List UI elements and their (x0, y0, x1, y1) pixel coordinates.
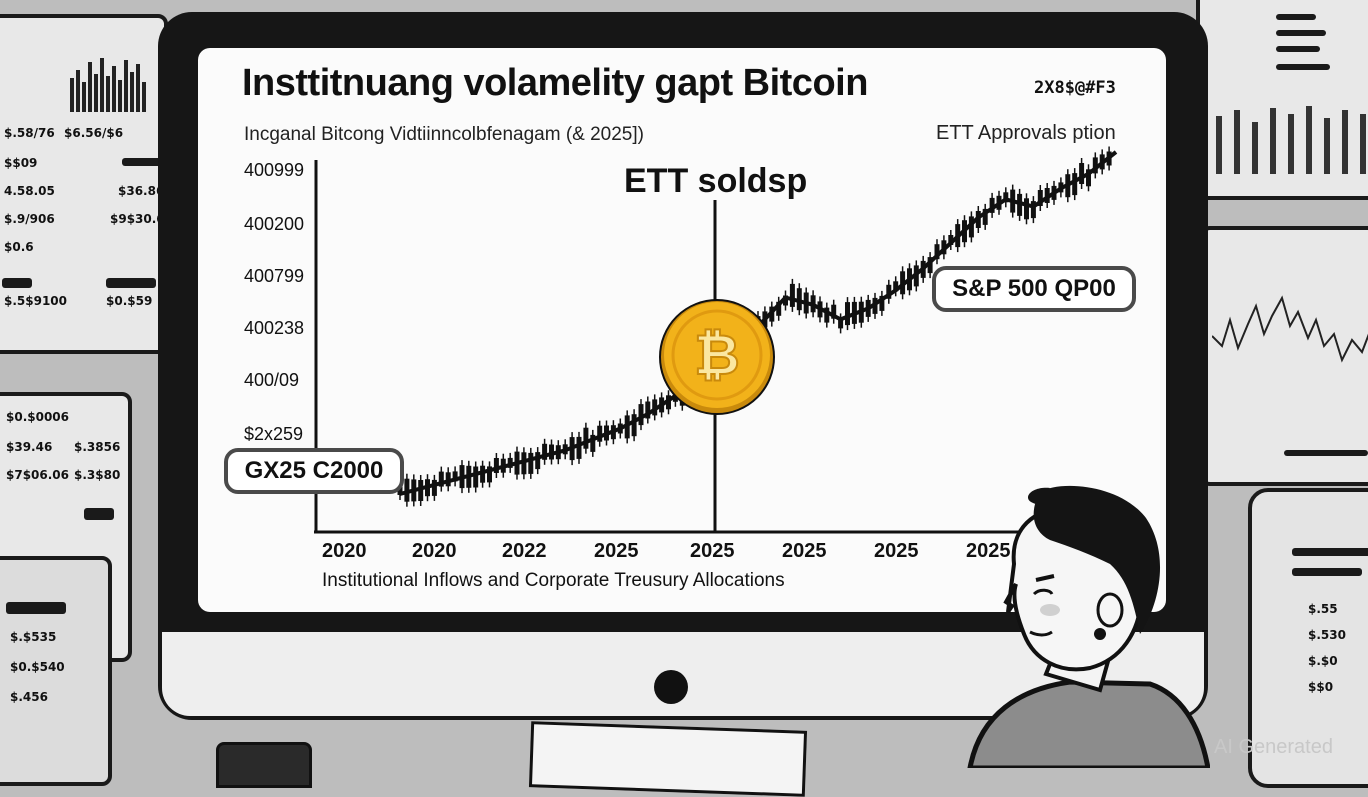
background-value: $0.$59 (106, 294, 153, 308)
background-value: $$0 (1308, 680, 1334, 694)
background-value: $.58/76 (4, 126, 55, 140)
background-pill (1292, 568, 1362, 576)
background-value: $.530 (1308, 628, 1346, 642)
chart-title: Insttitnuang volamelity gapt Bitcoin (242, 62, 868, 104)
background-mini-bar-chart (1212, 104, 1368, 174)
background-value: $.456 (10, 690, 48, 704)
background-value: 4.58.05 (4, 184, 55, 198)
background-value: $36.86 (118, 184, 165, 198)
y-tick-label: 400200 (244, 214, 305, 234)
coffee-mug (216, 742, 312, 788)
ai-generated-watermark: AI Generated (1214, 736, 1333, 758)
background-value: $.$535 (10, 630, 57, 644)
background-value: $.3856 (74, 440, 121, 454)
background-value: $$09 (4, 156, 38, 170)
background-value: $.55 (1308, 602, 1338, 616)
background-value: $39.46 (6, 440, 53, 454)
background-value: $0.$540 (10, 660, 65, 674)
background-pill (122, 158, 162, 166)
background-pill (84, 508, 114, 520)
background-value: $.$0 (1308, 654, 1338, 668)
chart-code-label: 2X8$@#F3 (1034, 78, 1116, 98)
chart-right-note: ETT Approvals ption (936, 122, 1116, 144)
x-tick-label: 2025 (690, 540, 735, 562)
y-tick-label: 400799 (244, 266, 305, 286)
paper-sheet (528, 721, 808, 797)
background-pill (6, 602, 66, 614)
x-tick-label: 2025 (782, 540, 827, 562)
x-tick-label: 2025 (594, 540, 639, 562)
background-value: $6.56/$6 (64, 126, 124, 140)
background-value: $.9/906 (4, 212, 55, 226)
monitor-camera-dot (654, 670, 688, 704)
y-tick-label: 400/09 (244, 370, 300, 390)
y-tick-label: $2x259 (244, 424, 304, 444)
background-pill (2, 278, 32, 288)
x-tick-label: 2022 (502, 540, 547, 562)
y-tick-label: 400999 (244, 160, 305, 180)
background-pill (106, 278, 156, 288)
background-value: $.5$9100 (4, 294, 68, 308)
background-value: $7$06.06 (6, 468, 70, 482)
person-illustration (967, 485, 1210, 768)
x-tick-label: 2025 (966, 540, 1011, 562)
background-pill (1284, 450, 1368, 456)
x-tick-label: 2020 (412, 540, 457, 562)
chart-subtitle: Incganal Bitcong Vidtiinncolbfenagam (& … (244, 124, 644, 145)
background-pill (1276, 64, 1330, 70)
background-dashboard-right (1196, 0, 1368, 200)
background-value: $.3$80 (74, 468, 121, 482)
background-pill (1292, 548, 1368, 556)
background-pill (1276, 30, 1326, 36)
chart-bottom-label: Institutional Inflows and Corporate Treu… (322, 570, 785, 591)
bitcoin-symbol: ₿ (694, 323, 740, 388)
background-phone-right: $.55 $.530 $.$0 $$0 (1248, 488, 1368, 788)
y-tick-label: 400238 (244, 318, 305, 338)
background-value: $0.6 (4, 240, 34, 254)
background-market-chart-right (1200, 226, 1368, 486)
x-tick-label: 2025 (874, 540, 919, 562)
x-tick-label: 2020 (322, 540, 367, 562)
event-label: ETT soldsp (624, 162, 808, 200)
background-mini-bar-chart (68, 52, 154, 112)
background-mini-line-chart (1211, 276, 1368, 386)
background-dashboard-left: $.58/76 $6.56/$6 $$09 4.58.05 $36.86 $.9… (0, 14, 168, 354)
background-value: $9$30.6 (110, 212, 165, 226)
background-pill (1276, 14, 1316, 20)
callout-right: S&P 500 QP00 (932, 266, 1136, 312)
bitcoin-coin-icon: ₿ (659, 299, 775, 415)
callout-left: GX25 C2000 (224, 448, 404, 494)
background-value: $0.$0006 (6, 410, 70, 424)
background-phone-left: $.$535 $0.$540 $.456 (0, 556, 112, 786)
background-pill (1276, 46, 1320, 52)
